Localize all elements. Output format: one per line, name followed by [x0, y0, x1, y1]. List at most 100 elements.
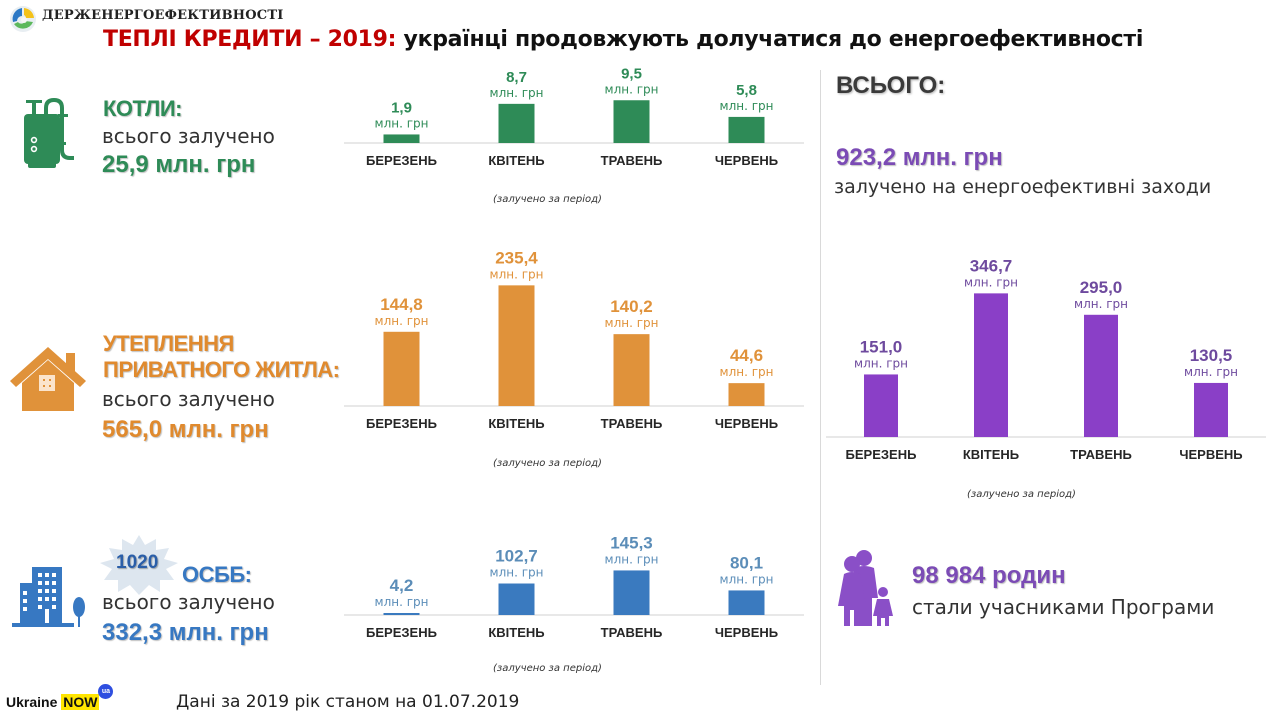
bar-unit-label: млн. грн: [605, 316, 659, 330]
bar-unit-label: млн. грн: [375, 116, 429, 130]
boilers-subtitle: всього залучено: [102, 124, 275, 148]
apartment-building-icon: [12, 567, 85, 627]
agency-logo-icon: [10, 6, 36, 32]
house-icon: [10, 347, 86, 411]
agency-name: ДЕРЖЕНЕРГОЕФЕКТИВНОСТІ: [42, 8, 284, 23]
bar-total-2: [1084, 314, 1118, 437]
bar-value-label: 130,5: [1190, 346, 1233, 365]
category-tick-label: ЧЕРВЕНЬ: [715, 153, 778, 168]
bar-value-label: 102,7: [495, 547, 538, 566]
chart-osbb: 4,2 млн. грн БЕРЕЗЕНЬ 102,7 млн. грн КВІТЕНЬ 1…: [344, 515, 804, 645]
category-tick-label: КВІТЕНЬ: [963, 447, 1019, 462]
osbb-subtitle: всього залучено: [102, 590, 275, 614]
chart-total-note: (залучено за період): [967, 489, 1076, 500]
page-title: ТЕПЛІ КРЕДИТИ – 2019: українці продовжую…: [103, 27, 1143, 52]
category-tick-label: ЧЕРВЕНЬ: [715, 416, 778, 431]
osbb-title: ОСББ:: [182, 562, 252, 587]
bar-value-label: 346,7: [970, 256, 1013, 275]
title-rest: українці продовжують долучатися до енерг…: [396, 27, 1144, 52]
category-tick-label: КВІТЕНЬ: [488, 416, 544, 431]
category-tick-label: ТРАВЕНЬ: [601, 416, 663, 431]
bar-osbb-2: [613, 570, 650, 615]
families-subtitle: стали учасниками Програми: [912, 595, 1215, 619]
houses-total: 565,0 млн. грн: [102, 416, 269, 443]
bar-osbb-3: [728, 590, 765, 615]
bar-value-label: 295,0: [1080, 278, 1123, 297]
families-value: 98 984 родин: [912, 562, 1066, 589]
bar-houses-3: [728, 383, 765, 406]
bar-unit-label: млн. грн: [375, 595, 429, 609]
category-tick-label: ТРАВЕНЬ: [601, 153, 663, 168]
brand-word: Ukraine: [6, 694, 58, 710]
category-tick-label: БЕРЕЗЕНЬ: [366, 625, 437, 640]
bar-value-label: 151,0: [860, 337, 903, 356]
ukraine-now-logo: Ukraine NOW ua: [6, 684, 114, 710]
bar-unit-label: млн. грн: [1074, 297, 1128, 311]
brand-ua-badge: ua: [98, 684, 114, 699]
brand-now: NOW ua: [61, 684, 114, 710]
category-tick-label: БЕРЕЗЕНЬ: [366, 153, 437, 168]
chart-boilers: 1,9 млн. грн БЕРЕЗЕНЬ 8,7 млн. грн КВІТЕНЬ 9,5…: [344, 60, 804, 190]
category-tick-label: ЧЕРВЕНЬ: [715, 625, 778, 640]
bar-value-label: 235,4: [495, 248, 538, 267]
category-tick-label: КВІТЕНЬ: [488, 625, 544, 640]
bar-value-label: 140,2: [610, 297, 653, 316]
bar-boilers-3: [728, 116, 765, 143]
family-icon: [838, 550, 893, 626]
bar-total-1: [974, 293, 1008, 437]
bar-unit-label: млн. грн: [720, 572, 774, 586]
bar-boilers-0: [383, 134, 420, 143]
chart-houses-note: (залучено за період): [493, 458, 602, 469]
bar-value-label: 80,1: [730, 553, 763, 572]
bar-unit-label: млн. грн: [490, 566, 544, 580]
footer-date-note: Дані за 2019 рік станом на 01.07.2019: [176, 692, 520, 712]
bar-unit-label: млн. грн: [720, 365, 774, 379]
boiler-icon: [24, 98, 74, 168]
category-tick-label: БЕРЕЗЕНЬ: [366, 416, 437, 431]
bar-value-label: 4,2: [390, 576, 414, 595]
osbb-total: 332,3 млн. грн: [102, 619, 269, 646]
bar-unit-label: млн. грн: [375, 314, 429, 328]
bar-unit-label: млн. грн: [720, 99, 774, 113]
bar-value-label: 144,8: [380, 295, 423, 314]
starburst-badge-icon: [100, 535, 178, 595]
vertical-divider: [820, 70, 821, 685]
category-tick-label: ТРАВЕНЬ: [601, 625, 663, 640]
bar-value-label: 44,6: [730, 346, 763, 365]
chart-boilers-note: (залучено за період): [493, 194, 602, 205]
boilers-title: КОТЛИ:: [103, 96, 183, 121]
bar-houses-2: [613, 334, 650, 406]
title-highlight: ТЕПЛІ КРЕДИТИ – 2019:: [103, 27, 397, 52]
chart-total: 151,0 млн. грн БЕРЕЗЕНЬ 346,7 млн. грн КВІТЕН…: [826, 240, 1266, 470]
bar-unit-label: млн. грн: [605, 82, 659, 96]
chart-osbb-note: (залучено за період): [493, 663, 602, 674]
totals-subtitle: залучено на енергоефективні заходи: [834, 176, 1212, 198]
osbb-count-badge: 1020: [116, 552, 159, 573]
bar-value-label: 1,9: [391, 99, 412, 116]
bar-value-label: 145,3: [610, 533, 653, 552]
bar-unit-label: млн. грн: [1184, 365, 1238, 379]
totals-heading: ВСЬОГО:: [836, 72, 946, 99]
bar-total-3: [1194, 382, 1228, 437]
bar-unit-label: млн. грн: [605, 552, 659, 566]
houses-title-line1: УТЕПЛЕННЯ: [103, 331, 234, 356]
bar-value-label: 9,5: [621, 65, 642, 82]
category-tick-label: КВІТЕНЬ: [488, 153, 544, 168]
houses-title-line2: ПРИВАТНОГО ЖИТЛА:: [103, 357, 340, 382]
bar-total-0: [864, 374, 898, 437]
bar-value-label: 8,7: [506, 69, 527, 86]
bar-houses-1: [498, 285, 535, 406]
bar-unit-label: млн. грн: [854, 356, 908, 370]
bar-boilers-2: [613, 100, 650, 143]
bar-houses-0: [383, 331, 420, 406]
bar-unit-label: млн. грн: [964, 275, 1018, 289]
category-tick-label: БЕРЕЗЕНЬ: [846, 447, 917, 462]
bar-unit-label: млн. грн: [490, 86, 544, 100]
category-tick-label: ТРАВЕНЬ: [1070, 447, 1132, 462]
houses-subtitle: всього залучено: [102, 387, 275, 411]
totals-value: 923,2 млн. грн: [836, 144, 1003, 171]
